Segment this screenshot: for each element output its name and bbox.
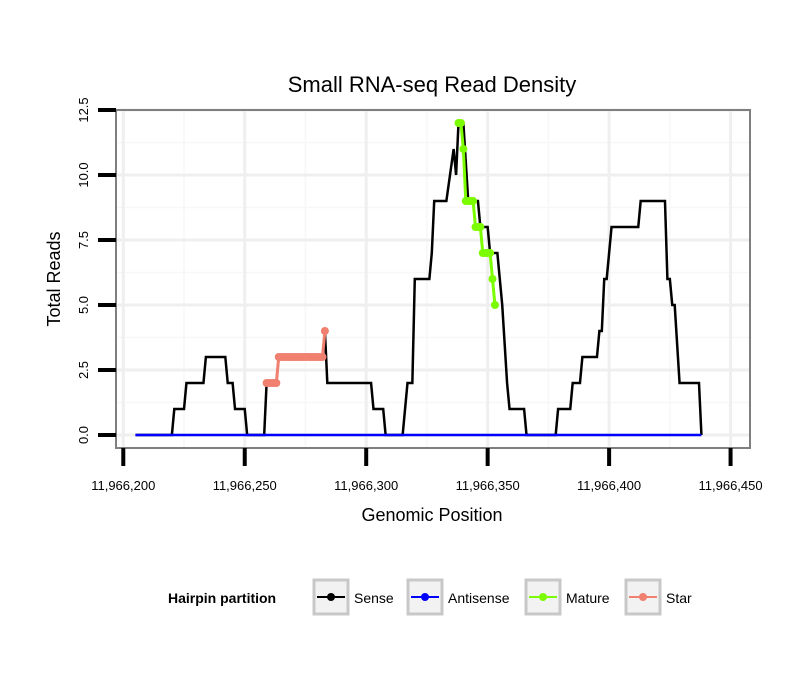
x-axis-title: Genomic Position (361, 505, 502, 525)
data-point-mature (486, 249, 495, 257)
y-axis: 0.0 2.5 5.0 7.5 10.0 12.5 (76, 97, 116, 444)
y-tick-label: 0.0 (76, 426, 91, 444)
legend-item-star: Star (624, 578, 692, 616)
legend-key-dot-mature (539, 593, 547, 601)
legend-items: Sense Antisense Mature Star (312, 578, 692, 616)
data-point-mature (490, 301, 499, 309)
legend-key-dot-sense (327, 593, 335, 601)
legend-label-mature: Mature (566, 590, 610, 606)
x-tick-label: 11,966,300 (334, 478, 398, 493)
data-point-star (318, 353, 327, 361)
legend-label-antisense: Antisense (448, 590, 510, 606)
legend-label-star: Star (666, 590, 692, 606)
y-tick-label: 10.0 (76, 162, 91, 187)
legend-key-dot-antisense (421, 593, 429, 601)
chart-title: Small RNA-seq Read Density (288, 72, 577, 97)
data-point-star (272, 379, 281, 387)
plot-panel (116, 110, 750, 448)
y-tick-label: 7.5 (76, 231, 91, 249)
x-tick-label: 11,966,400 (577, 478, 641, 493)
legend-title: Hairpin partition (168, 590, 276, 606)
plot-border (115, 109, 751, 449)
legend: Hairpin partition Sense Antisense Mature St… (168, 578, 692, 616)
data-point-mature (469, 197, 478, 205)
y-tick-label: 2.5 (76, 361, 91, 379)
data-point-star (320, 327, 329, 335)
y-axis-title: Total Reads (44, 231, 64, 326)
legend-item-mature: Mature (524, 578, 610, 616)
y-tick-label: 5.0 (76, 296, 91, 314)
legend-label-sense: Sense (354, 590, 394, 606)
data-point-mature (456, 119, 465, 127)
y-tick-label: 12.5 (76, 97, 91, 122)
data-point-mature (459, 145, 468, 153)
legend-key-dot-star (639, 593, 647, 601)
legend-item-antisense: Antisense (406, 578, 510, 616)
x-tick-label: 11,966,200 (91, 478, 155, 493)
x-tick-label: 11,966,250 (213, 478, 277, 493)
x-tick-label: 11,966,450 (699, 478, 763, 493)
x-axis: 11,966,200 11,966,250 11,966,300 11,966,350… (91, 448, 763, 493)
data-point-mature (488, 275, 497, 283)
grid-minor (116, 110, 750, 448)
data-point-mature (476, 223, 485, 231)
legend-item-sense: Sense (312, 578, 394, 616)
series-layer (135, 119, 703, 437)
x-tick-label: 11,966,350 (456, 478, 520, 493)
